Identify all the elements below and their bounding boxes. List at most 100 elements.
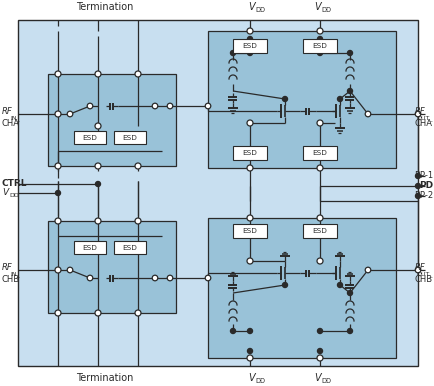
- Circle shape: [365, 111, 370, 117]
- Text: ESD: ESD: [242, 43, 257, 49]
- Circle shape: [67, 267, 72, 273]
- Text: ESD: ESD: [312, 150, 327, 156]
- Text: ESD: ESD: [242, 150, 257, 156]
- Text: RF: RF: [414, 264, 425, 273]
- Bar: [233, 39, 266, 53]
- Circle shape: [95, 310, 101, 316]
- Bar: [114, 132, 146, 144]
- Circle shape: [347, 291, 352, 296]
- Circle shape: [317, 37, 322, 42]
- Circle shape: [87, 103, 92, 109]
- Text: PD: PD: [418, 181, 432, 191]
- Text: RF: RF: [2, 264, 13, 273]
- Text: ESD: ESD: [82, 135, 97, 141]
- Circle shape: [95, 218, 101, 224]
- Text: V: V: [2, 188, 8, 198]
- Circle shape: [282, 283, 287, 288]
- Text: BP-2: BP-2: [413, 191, 432, 200]
- Circle shape: [414, 111, 420, 117]
- Circle shape: [135, 71, 141, 77]
- Circle shape: [56, 191, 60, 195]
- Bar: [18, 20, 417, 366]
- Circle shape: [414, 193, 420, 198]
- Circle shape: [247, 258, 253, 264]
- Text: IN_: IN_: [10, 271, 20, 277]
- Circle shape: [316, 355, 322, 361]
- Bar: [207, 31, 395, 168]
- Circle shape: [87, 275, 92, 281]
- Circle shape: [135, 163, 141, 169]
- Circle shape: [282, 96, 287, 102]
- Circle shape: [67, 111, 72, 117]
- Circle shape: [247, 165, 253, 171]
- Circle shape: [247, 120, 253, 126]
- Circle shape: [95, 181, 100, 186]
- Circle shape: [247, 349, 252, 354]
- Bar: [233, 224, 266, 238]
- Circle shape: [414, 183, 420, 188]
- Circle shape: [230, 328, 235, 334]
- Text: IN_: IN_: [10, 115, 20, 121]
- Text: Termination: Termination: [76, 2, 133, 12]
- Circle shape: [205, 103, 210, 109]
- Text: CHA: CHA: [2, 120, 20, 129]
- Text: CHB: CHB: [414, 276, 432, 284]
- Bar: [48, 221, 176, 313]
- Bar: [74, 132, 106, 144]
- Text: ESD: ESD: [312, 228, 327, 234]
- Text: DD: DD: [254, 378, 264, 384]
- Circle shape: [347, 51, 352, 56]
- Circle shape: [55, 111, 61, 117]
- Circle shape: [337, 283, 342, 288]
- Bar: [302, 146, 336, 160]
- Text: CHB: CHB: [2, 276, 20, 284]
- Circle shape: [152, 275, 158, 281]
- Bar: [302, 39, 336, 53]
- Circle shape: [247, 328, 252, 334]
- Text: BP-1: BP-1: [413, 171, 432, 181]
- Text: OUT_: OUT_: [415, 271, 432, 277]
- Circle shape: [135, 218, 141, 224]
- Text: ESD: ESD: [122, 245, 137, 251]
- Circle shape: [347, 328, 352, 334]
- Text: ESD: ESD: [242, 228, 257, 234]
- Circle shape: [205, 275, 210, 281]
- Circle shape: [55, 71, 61, 77]
- Text: DD: DD: [9, 193, 19, 198]
- Text: OUT_: OUT_: [415, 115, 432, 121]
- Circle shape: [55, 310, 61, 316]
- Circle shape: [337, 96, 342, 102]
- Circle shape: [414, 173, 420, 178]
- Text: V: V: [314, 2, 321, 12]
- Circle shape: [365, 267, 370, 273]
- Text: ESD: ESD: [312, 43, 327, 49]
- Circle shape: [247, 355, 253, 361]
- Circle shape: [55, 218, 61, 224]
- Text: V: V: [248, 2, 255, 12]
- Text: DD: DD: [320, 378, 330, 384]
- Text: RF: RF: [2, 107, 13, 117]
- Circle shape: [247, 28, 253, 34]
- Text: CHA: CHA: [414, 120, 432, 129]
- Text: DD: DD: [320, 7, 330, 13]
- Circle shape: [167, 103, 172, 109]
- Text: Termination: Termination: [76, 373, 133, 383]
- Bar: [207, 218, 395, 358]
- Circle shape: [167, 275, 172, 281]
- Circle shape: [55, 163, 61, 169]
- Text: CTRL: CTRL: [2, 179, 27, 188]
- Bar: [233, 146, 266, 160]
- Circle shape: [316, 28, 322, 34]
- Bar: [48, 74, 176, 166]
- Circle shape: [316, 165, 322, 171]
- Circle shape: [95, 123, 101, 129]
- Circle shape: [317, 349, 322, 354]
- Circle shape: [347, 88, 352, 93]
- Text: DD: DD: [254, 7, 264, 13]
- Circle shape: [316, 258, 322, 264]
- Bar: [302, 224, 336, 238]
- Text: V: V: [248, 373, 255, 383]
- Circle shape: [317, 51, 322, 56]
- Circle shape: [317, 328, 322, 334]
- Circle shape: [230, 51, 235, 56]
